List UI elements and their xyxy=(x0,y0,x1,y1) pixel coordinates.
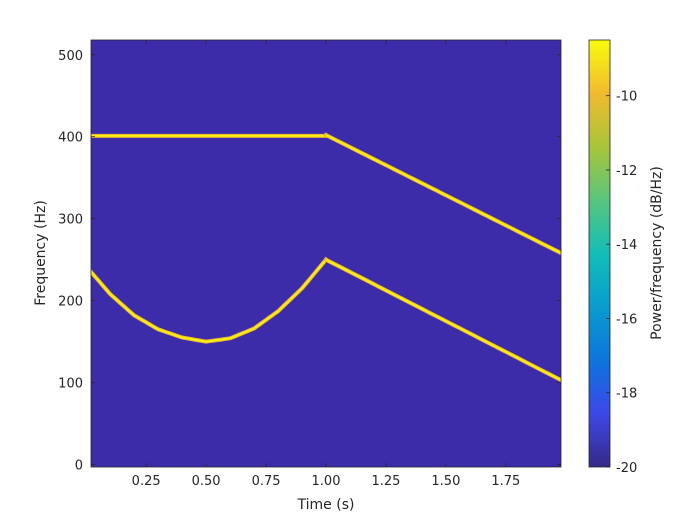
colorbar-tick-label: -12 xyxy=(616,164,637,179)
colorbar-tick-label: -16 xyxy=(616,312,637,327)
plot-background xyxy=(91,40,561,467)
x-tick-label: 0.25 xyxy=(132,474,161,489)
y-axis-label: Frequency (Hz) xyxy=(33,200,49,306)
series-line-descending-chirp-upper xyxy=(325,134,561,254)
x-tick-label: 0.75 xyxy=(252,474,281,489)
colorbar-ticks: -20 -18 -16 -14 -12 -10 xyxy=(606,90,637,476)
y-tick-label: 100 xyxy=(58,377,83,392)
y-tick-label: 300 xyxy=(58,213,83,228)
x-tick-label: 0.50 xyxy=(192,474,221,489)
colorbar-tick-label: -18 xyxy=(616,387,637,402)
x-tick-label: 1.75 xyxy=(491,474,520,489)
colorbar-tick-label: -14 xyxy=(616,238,637,253)
colorbar-gradient xyxy=(588,39,611,468)
colorbar-label: Power/frequency (dB/Hz) xyxy=(649,166,665,340)
y-tick-label: 400 xyxy=(58,131,83,146)
series-line-quadratic-chirp xyxy=(91,258,327,343)
x-axis-label: Time (s) xyxy=(297,497,355,513)
y-tick-label: 200 xyxy=(58,295,83,310)
series-line-descending-chirp-lower xyxy=(325,258,561,381)
series-layer xyxy=(91,132,561,383)
colorbar-tick-label: -20 xyxy=(616,461,637,476)
y-axis-ticks: 0 100 200 300 400 500 xyxy=(58,49,561,474)
colorbar-tick-label: -10 xyxy=(616,90,637,105)
colorbar: -20 -18 -16 -14 -12 -10 Power/frequency (dB/H… xyxy=(588,39,665,476)
x-tick-label: 1.50 xyxy=(431,474,460,489)
x-tick-label: 1.00 xyxy=(312,474,341,489)
x-axis-ticks: 0.25 0.50 0.75 1.00 1.25 1.50 1.75 xyxy=(132,40,520,489)
y-tick-label: 0 xyxy=(75,459,83,474)
x-tick-label: 1.25 xyxy=(371,474,400,489)
y-tick-label: 500 xyxy=(58,49,83,64)
plot-area xyxy=(90,39,562,468)
